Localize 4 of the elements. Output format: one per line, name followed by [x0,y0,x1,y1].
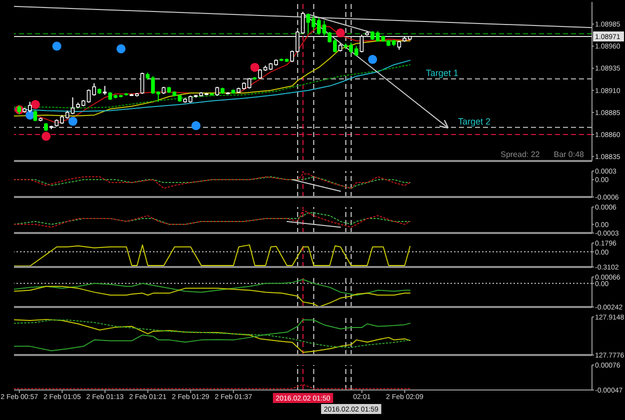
annotation: Spread: 22 [500,150,540,160]
annotation: Target 2 [458,116,491,126]
annotation: Bar 0:48 [554,150,584,160]
annotation: Target 1 [426,68,458,78]
